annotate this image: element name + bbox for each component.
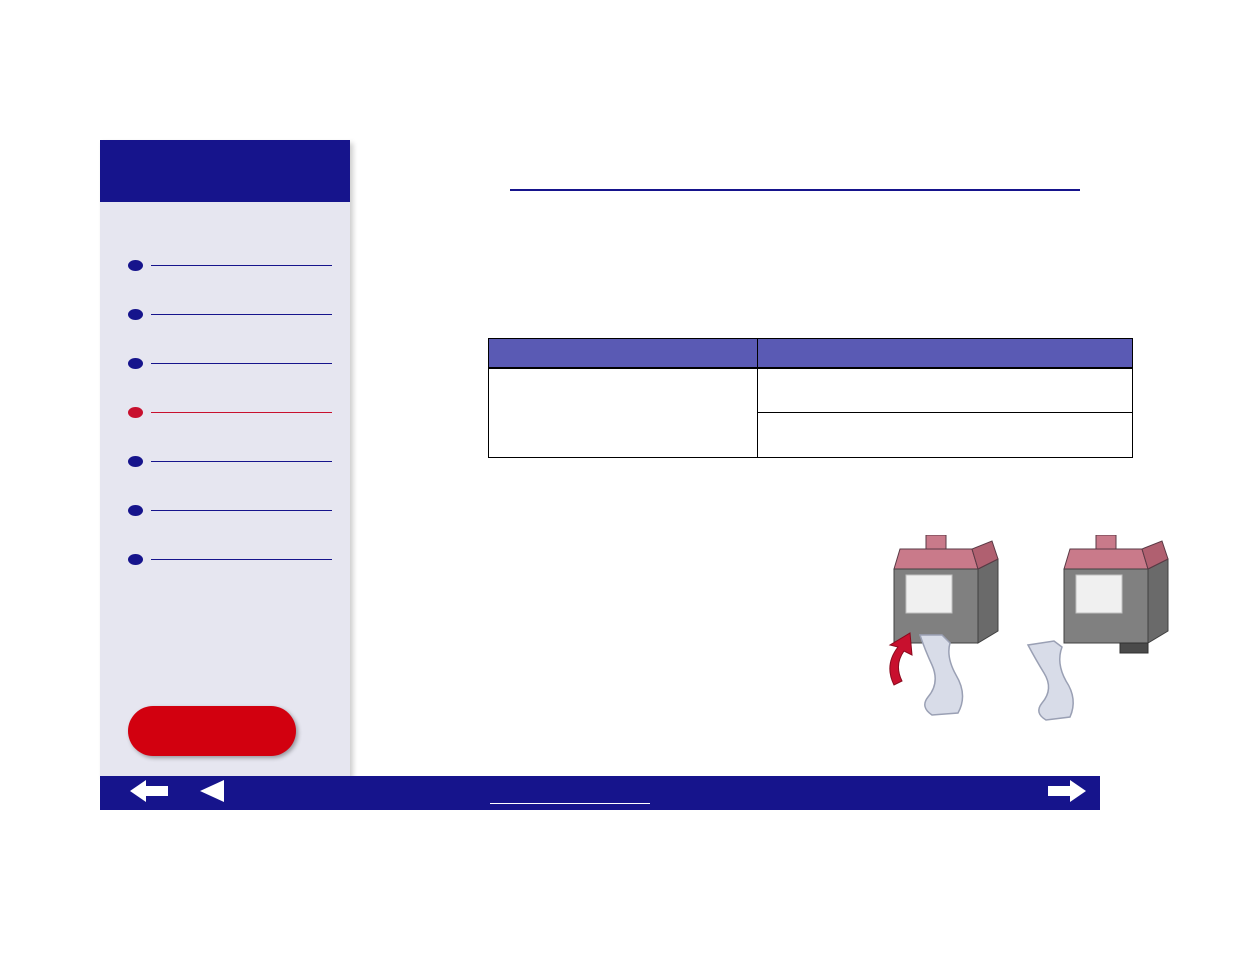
table-header-cell (758, 339, 1132, 367)
table-header-cell (489, 339, 758, 367)
title-underline (510, 189, 1080, 191)
table-cell (758, 413, 1132, 457)
nav-item-3[interactable] (128, 358, 332, 369)
nav-item-4[interactable] (128, 407, 332, 418)
bottom-nav-bar (100, 776, 1100, 810)
nav-item-2[interactable] (128, 309, 332, 320)
nav-divider (151, 461, 332, 462)
table-header (489, 339, 1132, 369)
nav-item-7[interactable] (128, 554, 332, 565)
arrow-back-icon[interactable] (200, 780, 224, 807)
nav-item-6[interactable] (128, 505, 332, 516)
sidebar (100, 140, 350, 776)
cartridge-left-icon (890, 535, 998, 715)
nav-bullet-icon (128, 505, 143, 516)
cartridge-table (488, 338, 1133, 458)
nav-bullet-icon (128, 407, 143, 418)
nav-divider (151, 314, 332, 315)
nav-divider (151, 510, 332, 511)
nav-bullet-icon (128, 554, 143, 565)
cartridge-right-icon (1028, 535, 1168, 720)
nav-bullet-icon (128, 260, 143, 271)
nav-divider (151, 559, 332, 560)
nav-bullet-icon (128, 358, 143, 369)
cartridge-illustration (880, 535, 1230, 725)
nav-item-1[interactable] (128, 260, 332, 271)
nav-item-5[interactable] (128, 456, 332, 467)
center-link-underline[interactable] (490, 803, 650, 804)
nav-divider (151, 265, 332, 266)
sidebar-header (100, 140, 350, 202)
table-cell (489, 369, 758, 457)
nav-bullet-icon (128, 456, 143, 467)
nav-divider (151, 363, 332, 364)
primary-action-button[interactable] (128, 706, 296, 756)
table-cell (758, 369, 1132, 413)
nav-bullet-icon (128, 309, 143, 320)
nav-divider (151, 412, 332, 413)
sidebar-nav (100, 202, 350, 565)
table-body (489, 369, 1132, 457)
arrow-home-icon[interactable] (130, 780, 168, 807)
arrow-next-icon[interactable] (1048, 780, 1086, 807)
